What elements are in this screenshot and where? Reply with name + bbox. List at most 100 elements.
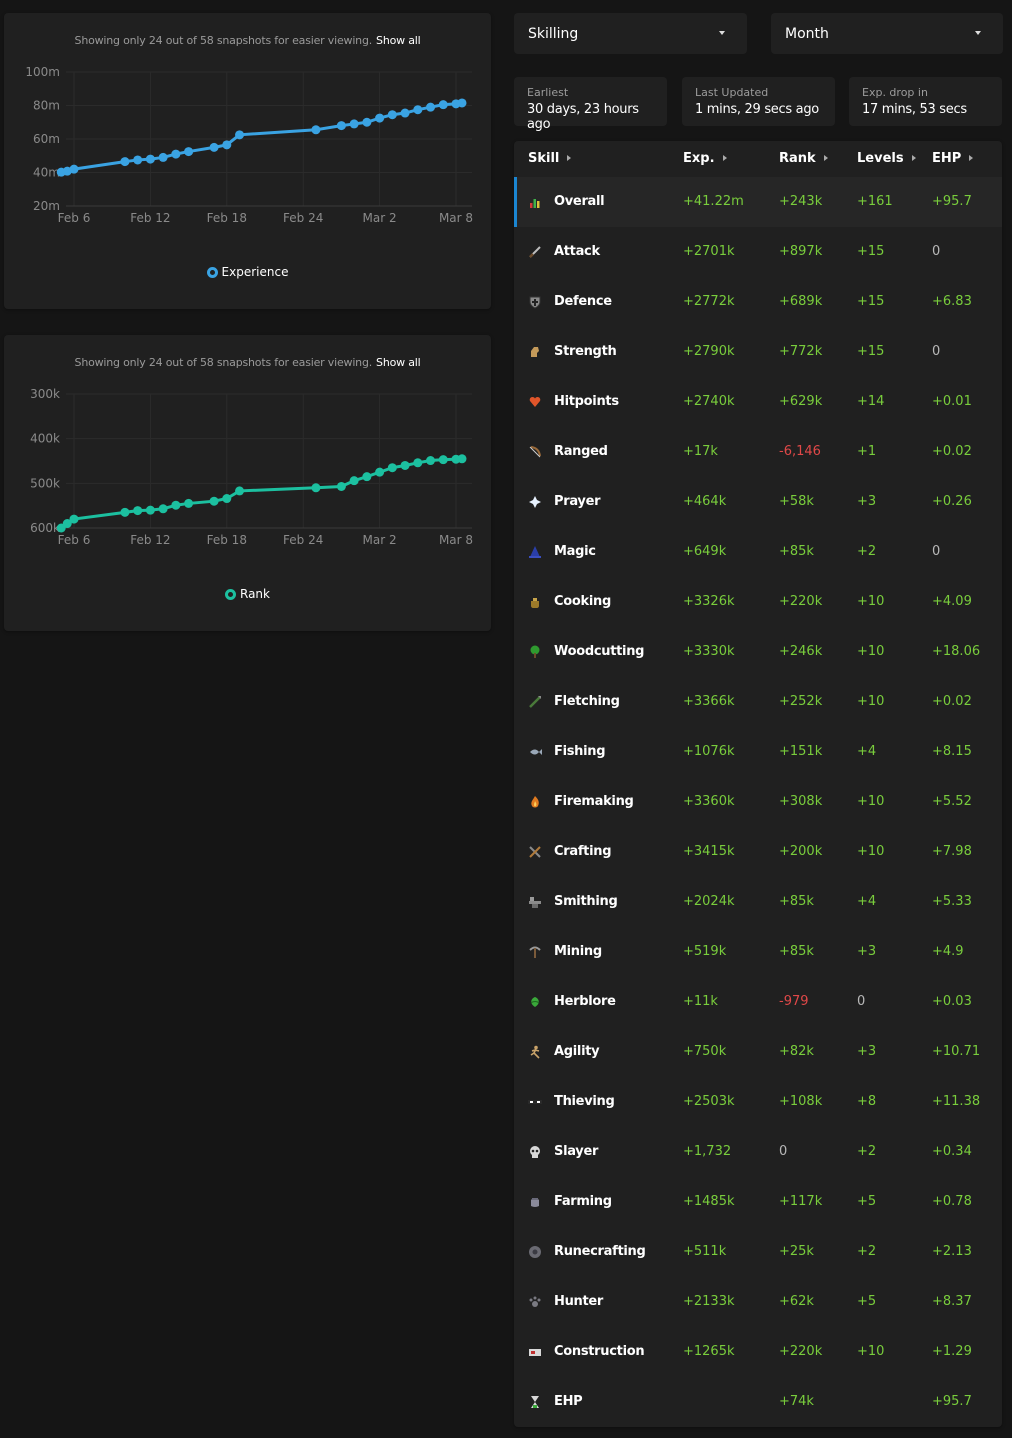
header-exp-label: Exp. <box>683 151 715 166</box>
table-row[interactable]: Thieving +2503k +108k +8 +11.38 <box>514 1077 1002 1127</box>
data-point[interactable] <box>311 483 321 493</box>
snapshot-note-text: Showing only 24 out of 58 snapshots for … <box>74 34 373 47</box>
data-point[interactable] <box>120 507 130 517</box>
table-row[interactable]: Hunter +2133k +62k +5 +8.37 <box>514 1277 1002 1327</box>
rank-change: +689k <box>779 294 823 309</box>
table-row[interactable]: Fletching +3366k +252k +10 +0.02 <box>514 677 1002 727</box>
data-point[interactable] <box>413 105 423 115</box>
table-row[interactable]: Smithing +2024k +85k +4 +5.33 <box>514 877 1002 927</box>
table-row[interactable]: Crafting +3415k +200k +10 +7.98 <box>514 827 1002 877</box>
metric-select[interactable]: Skilling <box>514 13 747 54</box>
data-point[interactable] <box>362 117 372 127</box>
ehp-gain: +1.29 <box>932 1344 972 1359</box>
rank-change: +629k <box>779 394 823 409</box>
data-point[interactable] <box>400 460 410 470</box>
data-point[interactable] <box>158 152 168 162</box>
data-point[interactable] <box>133 155 143 165</box>
header-rank[interactable]: Rank <box>779 151 828 166</box>
table-row[interactable]: Mining +519k +85k +3 +4.9 <box>514 927 1002 977</box>
data-point[interactable] <box>311 125 321 135</box>
data-point[interactable] <box>145 505 155 515</box>
header-exp[interactable]: Exp. <box>683 151 727 166</box>
table-row[interactable]: Farming +1485k +117k +5 +0.78 <box>514 1177 1002 1227</box>
data-point[interactable] <box>184 147 194 157</box>
table-row[interactable]: Hitpoints +2740k +629k +14 +0.01 <box>514 377 1002 427</box>
table-row[interactable]: Prayer +464k +58k +3 +0.26 <box>514 477 1002 527</box>
ranged-icon <box>529 446 541 458</box>
data-point[interactable] <box>133 506 143 516</box>
table-row[interactable]: Attack +2701k +897k +15 0 <box>514 227 1002 277</box>
data-point[interactable] <box>171 500 181 510</box>
table-row[interactable]: Defence +2772k +689k +15 +6.83 <box>514 277 1002 327</box>
x-tick-label: Feb 12 <box>130 533 170 547</box>
table-row[interactable]: Cooking +3326k +220k +10 +4.09 <box>514 577 1002 627</box>
data-point[interactable] <box>184 498 194 508</box>
runecrafting-icon <box>529 1246 541 1258</box>
table-row[interactable]: Overall +41.22m +243k +161 +95.7 <box>514 177 1002 227</box>
experience-legend[interactable]: Experience <box>4 265 491 279</box>
data-point[interactable] <box>336 121 346 131</box>
data-point[interactable] <box>336 481 346 491</box>
ehp-gain: +4.9 <box>932 944 964 959</box>
data-point[interactable] <box>387 463 397 473</box>
header-skill[interactable]: Skill <box>528 151 572 166</box>
data-point[interactable] <box>375 467 385 477</box>
data-point[interactable] <box>349 119 359 129</box>
data-point[interactable] <box>413 458 423 468</box>
data-point[interactable] <box>120 157 130 167</box>
earliest-value: 30 days, 23 hours ago <box>527 102 639 132</box>
data-point[interactable] <box>209 142 219 152</box>
attack-icon <box>529 246 541 258</box>
data-point[interactable] <box>222 140 232 150</box>
data-point[interactable] <box>349 476 359 486</box>
skill-name: Smithing <box>554 894 618 909</box>
data-point[interactable] <box>387 110 397 120</box>
data-point[interactable] <box>438 455 448 465</box>
data-point[interactable] <box>375 113 385 123</box>
earliest-label: Earliest <box>527 86 569 99</box>
levels-gain: +2 <box>857 544 877 559</box>
ehp-gain: +11.38 <box>932 1094 981 1109</box>
data-point[interactable] <box>235 486 245 496</box>
table-row[interactable]: EHP +74k +95.7 <box>514 1377 1002 1427</box>
data-point[interactable] <box>457 98 467 108</box>
header-ehp[interactable]: EHP <box>932 151 974 166</box>
rank-legend[interactable]: Rank <box>4 587 491 601</box>
table-row[interactable]: Strength +2790k +772k +15 0 <box>514 327 1002 377</box>
data-point[interactable] <box>438 100 448 110</box>
data-point[interactable] <box>222 494 232 504</box>
table-row[interactable]: Herblore +11k -979 0 +0.03 <box>514 977 1002 1027</box>
data-point[interactable] <box>69 164 79 174</box>
data-point[interactable] <box>145 154 155 164</box>
table-row[interactable]: Woodcutting +3330k +246k +10 +18.06 <box>514 627 1002 677</box>
show-all-link[interactable]: Show all <box>376 34 421 47</box>
table-row[interactable]: Agility +750k +82k +3 +10.71 <box>514 1027 1002 1077</box>
data-point[interactable] <box>209 496 219 506</box>
data-point[interactable] <box>235 130 245 140</box>
data-point[interactable] <box>171 149 181 159</box>
table-row[interactable]: Firemaking +3360k +308k +10 +5.52 <box>514 777 1002 827</box>
table-row[interactable]: Fishing +1076k +151k +4 +8.15 <box>514 727 1002 777</box>
table-row[interactable]: Ranged +17k -6,146 +1 +0.02 <box>514 427 1002 477</box>
data-point[interactable] <box>400 108 410 118</box>
metric-select-value: Skilling <box>528 25 579 42</box>
y-tick-label: 400k <box>30 432 60 446</box>
data-point[interactable] <box>69 514 79 524</box>
data-point[interactable] <box>457 454 467 464</box>
data-point[interactable] <box>426 456 436 466</box>
table-row[interactable]: Magic +649k +85k +2 0 <box>514 527 1002 577</box>
exp-gain: +3330k <box>683 644 735 659</box>
header-levels[interactable]: Levels <box>857 151 916 166</box>
period-select[interactable]: Month <box>771 13 1003 54</box>
show-all-link[interactable]: Show all <box>376 356 421 369</box>
exp-gain: +519k <box>683 944 727 959</box>
data-point[interactable] <box>362 472 372 482</box>
table-row[interactable]: Runecrafting +511k +25k +2 +2.13 <box>514 1227 1002 1277</box>
data-point[interactable] <box>62 519 72 529</box>
table-row[interactable]: Slayer +1,732 0 +2 +0.34 <box>514 1127 1002 1177</box>
table-row[interactable]: Construction +1265k +220k +10 +1.29 <box>514 1327 1002 1377</box>
data-point[interactable] <box>158 504 168 514</box>
data-point[interactable] <box>426 102 436 112</box>
sort-arrow-icon <box>567 155 572 161</box>
rank-change: +897k <box>779 244 823 259</box>
